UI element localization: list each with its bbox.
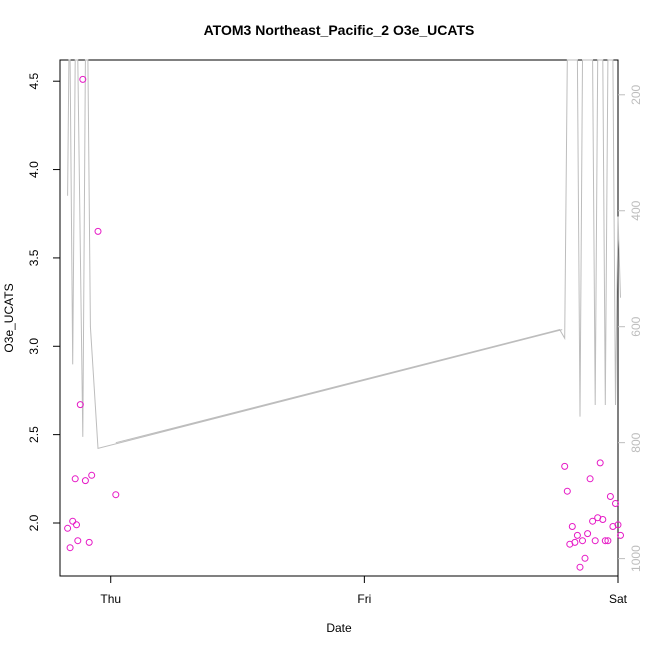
x-tick-label: Sat xyxy=(609,592,628,606)
data-point xyxy=(571,538,579,546)
data-point xyxy=(617,531,624,539)
data-point xyxy=(112,491,120,499)
y2-tick-label: 800 xyxy=(629,432,643,452)
y-tick-label: 4.5 xyxy=(27,73,41,90)
y-tick-label: 2.5 xyxy=(27,426,41,443)
data-point xyxy=(94,227,102,235)
data-point xyxy=(591,537,599,545)
y2-tick-label: 200 xyxy=(629,84,643,104)
data-point xyxy=(584,530,592,538)
data-point xyxy=(563,487,571,495)
data-point xyxy=(81,477,89,485)
y-tick-label: 3.0 xyxy=(27,338,41,355)
data-point xyxy=(576,563,584,571)
x-tick-label: Thu xyxy=(100,592,121,606)
data-point xyxy=(69,517,77,525)
data-point xyxy=(561,462,569,470)
data-point xyxy=(596,459,604,467)
data-point xyxy=(604,537,612,545)
data-point xyxy=(579,537,586,545)
x-tick-label: Fri xyxy=(357,592,371,606)
data-point xyxy=(568,523,576,530)
data-point xyxy=(589,517,597,525)
plot-frame xyxy=(59,59,619,577)
data-point xyxy=(79,75,87,83)
data-point xyxy=(88,471,96,479)
data-point xyxy=(71,475,79,483)
y2-tick-label: 600 xyxy=(629,316,643,336)
data-point xyxy=(606,493,614,500)
data-point xyxy=(85,538,93,546)
y-tick-label: 2.0 xyxy=(27,514,41,531)
y-axis-label: O3e_UCATS xyxy=(2,283,16,352)
y-tick-label: 4.0 xyxy=(27,161,41,178)
line-series xyxy=(67,59,621,450)
data-point xyxy=(73,521,80,529)
y-axis-left: 2.0 2.5 3.0 3.5 4.0 4.5 xyxy=(27,73,60,531)
data-point xyxy=(601,537,609,545)
data-point xyxy=(614,521,622,529)
chart-title: ATOM3 Northeast_Pacific_2 O3e_UCATS xyxy=(204,22,475,38)
y2-tick-label: 400 xyxy=(629,200,643,220)
y-axis-right: 200 400 600 800 1000 xyxy=(618,84,643,572)
scatter-series xyxy=(64,75,624,571)
line-series-path xyxy=(67,59,621,450)
y-tick-label: 3.5 xyxy=(27,249,41,266)
data-point xyxy=(599,516,607,523)
data-point xyxy=(66,544,74,552)
x-axis: Thu Fri Sat xyxy=(100,576,628,606)
data-point xyxy=(581,554,589,562)
data-point xyxy=(573,531,581,539)
x-axis-label: Date xyxy=(326,621,352,635)
y2-tick-label: 1000 xyxy=(629,545,643,572)
data-point xyxy=(74,537,82,545)
data-point xyxy=(586,475,594,483)
data-point xyxy=(612,500,619,507)
data-point xyxy=(64,524,72,532)
data-point xyxy=(76,401,84,409)
